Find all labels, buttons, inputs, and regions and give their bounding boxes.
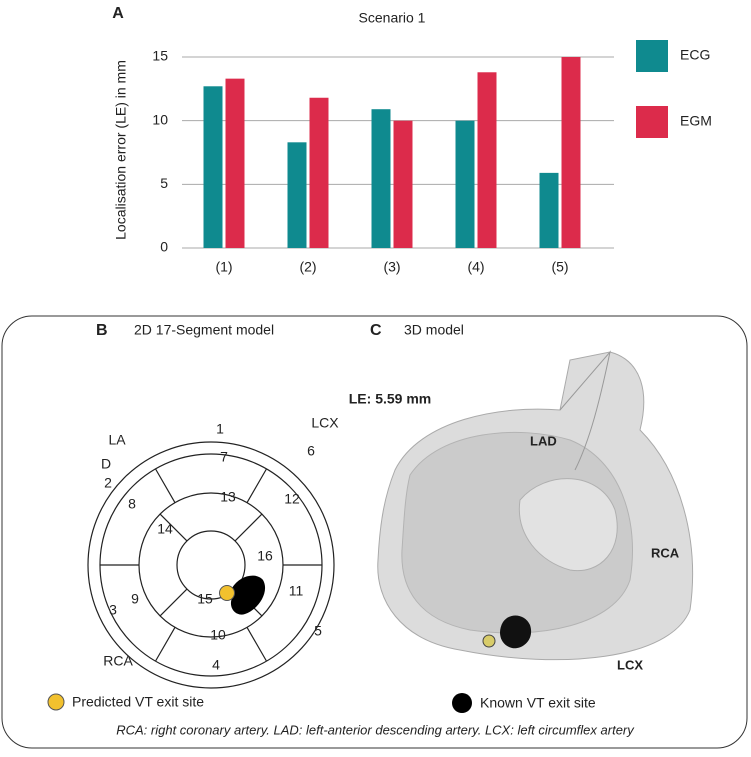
bar [455, 120, 475, 248]
panel-frame [1, 315, 748, 749]
annotation: RCA [103, 653, 133, 669]
legend-marker [47, 693, 65, 711]
segment-label: 7 [220, 449, 228, 465]
segment-label: 2 [104, 475, 112, 491]
segment-label: 6 [307, 443, 315, 459]
segment-line [234, 513, 263, 542]
footnote: RCA: right coronary artery. LAD: left-an… [116, 722, 635, 737]
legend-swatch [636, 40, 668, 72]
panel-title: 3D model [404, 322, 464, 338]
y-tick-label: 10 [152, 111, 168, 127]
segment-line [154, 627, 176, 662]
annotation: LA [108, 432, 126, 448]
segment-label: 8 [128, 496, 136, 512]
segment-label: 12 [284, 491, 300, 507]
legend-label: Predicted VT exit site [72, 694, 204, 710]
segment-line [159, 588, 188, 617]
y-tick-label: 5 [160, 175, 168, 191]
x-tick-label: (4) [467, 259, 484, 275]
segment-label: 1 [216, 421, 224, 437]
panel-title: 2D 17-Segment model [134, 322, 274, 338]
segment-label: 4 [212, 657, 220, 673]
x-tick-label: (5) [551, 259, 568, 275]
y-tick-label: 0 [160, 239, 168, 255]
chart-title: Scenario 1 [359, 10, 426, 26]
segment-label: 11 [289, 583, 304, 599]
legend-label: ECG [680, 47, 710, 63]
predicted-site [219, 585, 235, 601]
annotation: LCX [617, 657, 643, 672]
bar [371, 109, 391, 248]
segment-label: 13 [220, 489, 236, 505]
annotation: LAD [530, 433, 557, 448]
segment-label: 15 [197, 591, 213, 607]
known-site [230, 575, 266, 615]
annotation: D [101, 456, 111, 472]
bar [287, 142, 307, 248]
segment-label: 3 [109, 602, 117, 618]
segment-line [246, 627, 268, 662]
legend-swatch [636, 106, 668, 138]
panel-label: B [96, 322, 108, 339]
segment-label: 14 [157, 521, 173, 537]
segment-label: 9 [131, 591, 139, 607]
legend-label: Known VT exit site [480, 695, 596, 711]
bar [309, 97, 329, 248]
annotation: LCX [311, 415, 339, 431]
bar [393, 120, 413, 248]
legend-marker [452, 693, 472, 713]
bar [539, 172, 559, 248]
bar [561, 57, 581, 248]
segment-label: 5 [314, 623, 322, 639]
segment-line [154, 468, 176, 503]
bar [203, 86, 223, 248]
segment-line [246, 468, 268, 503]
segment-label: 16 [257, 548, 273, 564]
x-tick-label: (1) [215, 259, 232, 275]
panel-label: C [370, 322, 382, 339]
segment-label: 10 [210, 627, 226, 643]
heart-model [377, 350, 693, 661]
x-tick-label: (3) [383, 259, 400, 275]
bar [477, 72, 497, 248]
measure: LE: 5.59 mm [349, 391, 431, 407]
annotation: RCA [651, 545, 680, 560]
segment-line [159, 513, 188, 542]
panel-label: A [112, 5, 124, 22]
legend-label: EGM [680, 113, 712, 129]
y-axis-label: Localisation error (LE) in mm [113, 60, 129, 240]
bar [225, 78, 245, 248]
y-tick-label: 15 [152, 48, 168, 64]
x-tick-label: (2) [299, 259, 316, 275]
